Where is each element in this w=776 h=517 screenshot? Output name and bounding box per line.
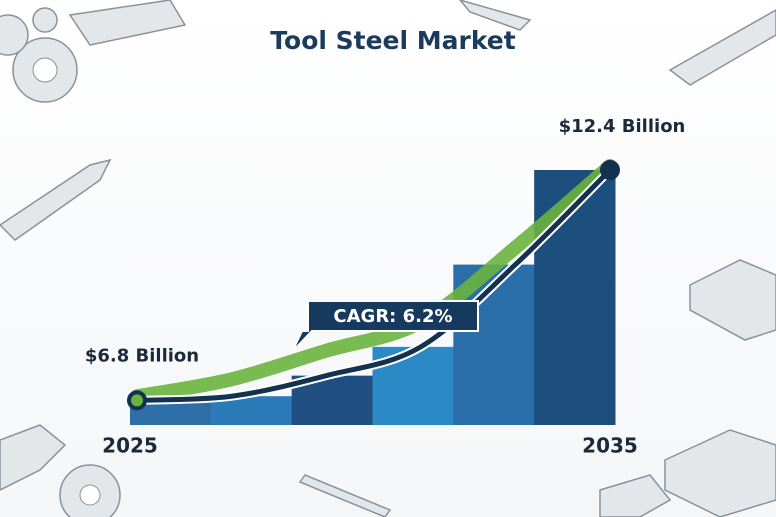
value-label: $12.4 Billion xyxy=(559,116,686,137)
annotation: CAGR: 6.2% xyxy=(333,306,452,327)
trend-line xyxy=(136,168,612,403)
end-marker xyxy=(600,160,620,180)
annotation-box xyxy=(291,300,479,353)
plot: $6.8 Billion $12.4 Billion 2025 2035 CAGR: 6… xyxy=(85,116,686,458)
x-tick-label: 2035 xyxy=(582,434,638,458)
chart-title: Tool Steel Market xyxy=(270,26,515,55)
x-tick-label: 2025 xyxy=(102,434,158,458)
value-label: $6.8 Billion xyxy=(85,345,199,366)
end-marker xyxy=(127,390,147,411)
growth-band xyxy=(130,159,617,404)
